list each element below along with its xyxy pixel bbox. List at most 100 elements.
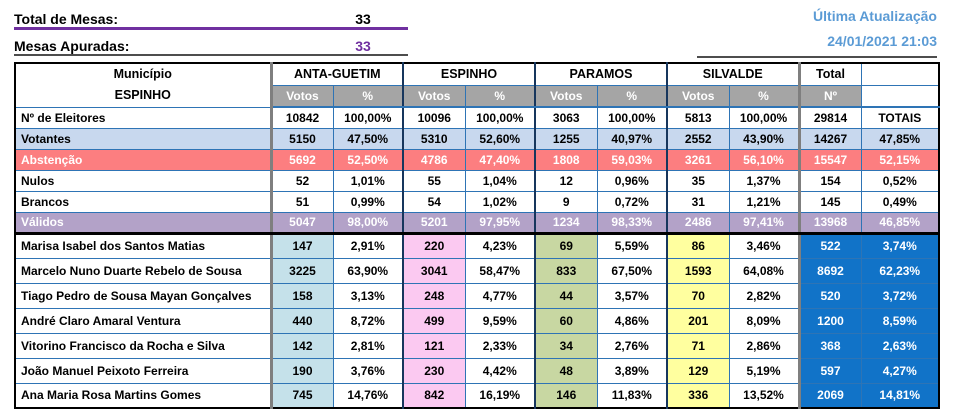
municipio-name: ESPINHO bbox=[114, 88, 171, 103]
votes-cell: 4786 bbox=[402, 148, 466, 171]
mesas-apuradas-row: Mesas Apuradas: 33 bbox=[14, 30, 408, 56]
percent-cell: 40,97% bbox=[596, 127, 668, 150]
percent-cell: 97,41% bbox=[728, 211, 800, 235]
total-cell: 29814 bbox=[797, 106, 862, 129]
percent-cell: 56,10% bbox=[728, 148, 800, 171]
summary-row: Válidos 5047 98,00% 5201 97,95% 1234 98,33% 248… bbox=[14, 211, 940, 235]
percent-cell: 100,00% bbox=[728, 106, 800, 129]
votes-cell: 336 bbox=[666, 382, 730, 409]
candidate-name: Tiago Pedro de Sousa Mayan Gonçalves bbox=[14, 282, 273, 309]
totais-cell: TOTAIS bbox=[860, 106, 940, 129]
candidate-name: João Manuel Peixoto Ferreira bbox=[14, 357, 273, 384]
votes-cell: 146 bbox=[534, 382, 598, 409]
votes-cell: 5813 bbox=[666, 106, 730, 129]
total-mesas-label: Total de Mesas: bbox=[14, 11, 118, 27]
candidate-name: Ana Maria Rosa Martins Gomes bbox=[14, 382, 273, 409]
percent-cell: 3,46% bbox=[728, 232, 800, 259]
candidate-name: Marcelo Nuno Duarte Rebelo de Sousa bbox=[14, 257, 273, 284]
pct-header: % bbox=[728, 84, 800, 108]
percent-cell: 3,89% bbox=[596, 357, 668, 384]
votes-cell: 2552 bbox=[666, 127, 730, 150]
percent-cell: 1,02% bbox=[464, 190, 536, 213]
votes-cell: 248 bbox=[402, 282, 466, 309]
totais-cell: 3,72% bbox=[860, 282, 940, 309]
group-header-espinho: ESPINHO bbox=[401, 62, 536, 86]
group-header-silvalde: SILVALDE bbox=[666, 62, 800, 86]
votes-cell: 12 bbox=[534, 169, 598, 192]
percent-cell: 9,59% bbox=[464, 307, 536, 334]
totais-cell: 0,49% bbox=[860, 190, 940, 213]
totais-cell: 46,85% bbox=[860, 211, 940, 235]
pct-header: % bbox=[464, 84, 536, 108]
percent-cell: 4,42% bbox=[464, 357, 536, 384]
percent-cell: 2,76% bbox=[596, 332, 668, 359]
percent-cell: 5,19% bbox=[728, 357, 800, 384]
votes-cell: 745 bbox=[270, 382, 334, 409]
percent-cell: 47,50% bbox=[332, 127, 404, 150]
percent-cell: 58,47% bbox=[464, 257, 536, 284]
percent-cell: 2,82% bbox=[728, 282, 800, 309]
candidate-name: Marisa Isabel dos Santos Matias bbox=[14, 232, 273, 259]
percent-cell: 16,19% bbox=[464, 382, 536, 409]
votes-cell: 69 bbox=[534, 232, 598, 259]
percent-cell: 8,09% bbox=[728, 307, 800, 334]
candidate-row: Vitorino Francisco da Rocha e Silva 142 2,… bbox=[14, 332, 940, 359]
percent-cell: 11,83% bbox=[596, 382, 668, 409]
last-update-value: 24/01/2021 21:03 bbox=[827, 33, 937, 49]
percent-cell: 1,04% bbox=[464, 169, 536, 192]
municipio-header: Município ESPINHO bbox=[14, 62, 273, 108]
total-cell: 8692 bbox=[797, 257, 862, 284]
percent-cell: 2,33% bbox=[464, 332, 536, 359]
candidate-row: André Claro Amaral Ventura 440 8,72% 499 9,5… bbox=[14, 307, 940, 334]
votes-cell: 3225 bbox=[270, 257, 334, 284]
votes-cell: 220 bbox=[402, 232, 466, 259]
percent-cell: 0,96% bbox=[596, 169, 668, 192]
votes-cell: 35 bbox=[666, 169, 730, 192]
votes-cell: 31 bbox=[666, 190, 730, 213]
votes-cell: 48 bbox=[534, 357, 598, 384]
votes-cell: 10096 bbox=[402, 106, 466, 129]
totais-cell: 3,74% bbox=[860, 232, 940, 259]
votes-cell: 5150 bbox=[270, 127, 334, 150]
votes-cell: 5201 bbox=[402, 211, 466, 235]
group-header-paramos: PARAMOS bbox=[534, 62, 668, 86]
row-label: Abstenção bbox=[14, 148, 273, 171]
votes-cell: 70 bbox=[666, 282, 730, 309]
percent-cell: 4,77% bbox=[464, 282, 536, 309]
votes-cell: 499 bbox=[402, 307, 466, 334]
percent-cell: 100,00% bbox=[464, 106, 536, 129]
percent-cell: 98,33% bbox=[596, 211, 668, 235]
percent-cell: 2,81% bbox=[332, 332, 404, 359]
percent-cell: 47,40% bbox=[464, 148, 536, 171]
candidate-name: Vitorino Francisco da Rocha e Silva bbox=[14, 332, 273, 359]
summary-row: Nº de Eleitores 10842 100,00% 10096 100,00% 3… bbox=[14, 106, 940, 129]
candidate-row: João Manuel Peixoto Ferreira 190 3,76% 230 4… bbox=[14, 357, 940, 384]
totais-header-blank bbox=[860, 62, 940, 86]
votos-header: Votos bbox=[534, 84, 598, 108]
percent-cell: 4,86% bbox=[596, 307, 668, 334]
totais-cell: 4,27% bbox=[860, 357, 940, 384]
summary-row: Votantes 5150 47,50% 5310 52,60% 1255 40,97% 25… bbox=[14, 127, 940, 150]
mesas-summary-block: Total de Mesas: 33 Mesas Apuradas: 33 bbox=[14, 4, 408, 56]
percent-cell: 63,90% bbox=[332, 257, 404, 284]
percent-cell: 13,52% bbox=[728, 382, 800, 409]
row-label: Nº de Eleitores bbox=[14, 106, 273, 129]
total-mesas-row: Total de Mesas: 33 bbox=[14, 4, 408, 30]
percent-cell: 3,57% bbox=[596, 282, 668, 309]
votes-cell: 9 bbox=[534, 190, 598, 213]
row-label: Brancos bbox=[14, 190, 273, 213]
totais-cell: 8,59% bbox=[860, 307, 940, 334]
results-tbody: Nº de Eleitores 10842 100,00% 10096 100,00% 3… bbox=[14, 106, 940, 409]
row-label: Nulos bbox=[14, 169, 273, 192]
votes-cell: 440 bbox=[270, 307, 334, 334]
total-cell: 154 bbox=[797, 169, 862, 192]
pct-header: % bbox=[332, 84, 404, 108]
num-header: Nº bbox=[797, 84, 862, 108]
last-update-label: Última Atualização bbox=[813, 8, 937, 24]
votes-cell: 129 bbox=[666, 357, 730, 384]
candidate-row: Marisa Isabel dos Santos Matias 147 2,91% 2… bbox=[14, 232, 940, 259]
group-header-row: Município ESPINHO ANTA-GUETIM ESPINHO PA… bbox=[14, 62, 940, 108]
percent-cell: 8,72% bbox=[332, 307, 404, 334]
total-cell: 13968 bbox=[797, 211, 862, 235]
